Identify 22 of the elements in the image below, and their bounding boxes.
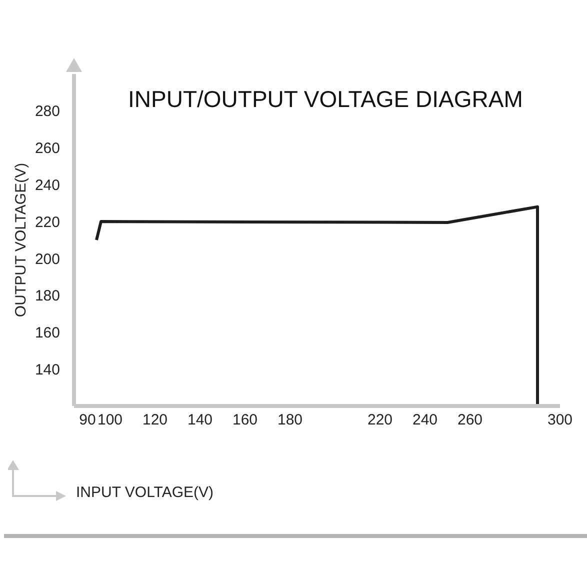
line-series: [95, 205, 539, 406]
y-tick-label: 180: [34, 288, 60, 305]
y-tick-label: 240: [34, 176, 60, 194]
x-tick-label: 160: [232, 412, 258, 429]
x-tick-label: 240: [412, 412, 438, 429]
x-tick-label: 90: [79, 412, 96, 429]
y-tick-label: 140: [34, 361, 60, 378]
x-tick-label: 120: [142, 412, 168, 429]
y-axis-title: OUTPUT VOLTAGE(V): [12, 162, 30, 318]
text: INPUT/OUTPUT VOLTAGE DIAGRAM: [128, 86, 523, 113]
x-tick-label: 100: [97, 412, 123, 429]
x-tick-label: 260: [457, 412, 483, 429]
y-tick-label: 160: [34, 324, 60, 342]
y-tick-label: 280: [34, 103, 60, 120]
x-axis-title: INPUT VOLTAGE(V): [76, 484, 214, 501]
x-tick-label: 180: [277, 412, 303, 429]
x-tick-label: 140: [187, 412, 213, 429]
y-tick-label: 260: [34, 140, 60, 158]
x-tick-label: 300: [547, 412, 573, 429]
y-tick-label: 200: [34, 250, 60, 268]
y-tick-label: 220: [34, 214, 60, 231]
x-tick-label: 220: [367, 412, 393, 429]
